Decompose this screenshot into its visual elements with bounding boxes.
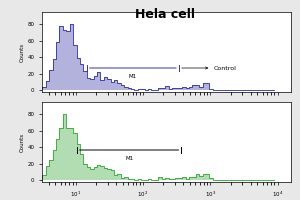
- Y-axis label: Counts: Counts: [20, 42, 25, 62]
- Y-axis label: Counts: Counts: [20, 132, 25, 152]
- Text: Control: Control: [214, 66, 237, 71]
- Text: Hela cell: Hela cell: [135, 8, 195, 21]
- Text: M1: M1: [129, 73, 137, 78]
- Text: M1: M1: [125, 156, 133, 160]
